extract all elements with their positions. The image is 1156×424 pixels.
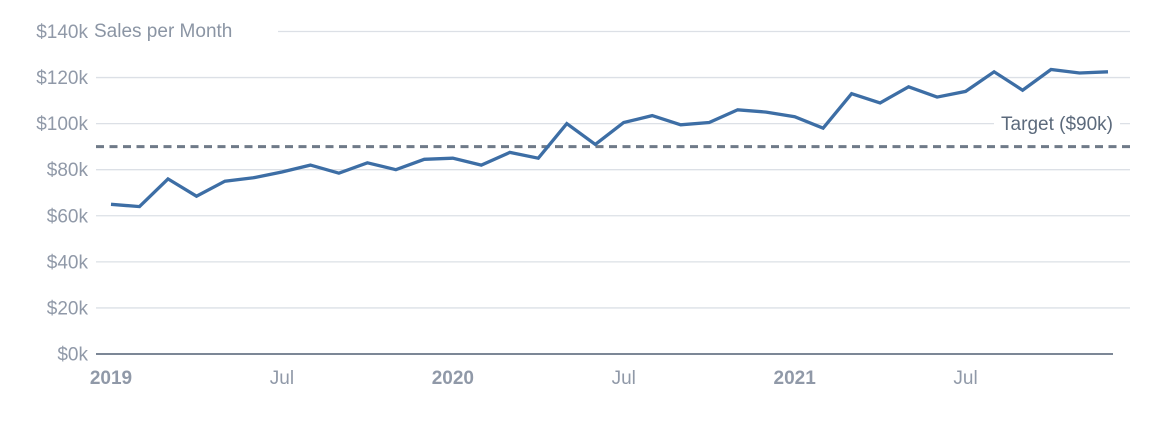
y-tick-label-100k: $100k xyxy=(36,114,88,135)
y-tick-label-20k: $20k xyxy=(47,298,89,319)
x-tick-label-2019-01: 2019 xyxy=(90,368,132,389)
x-tick-label-2021-01: 2021 xyxy=(774,368,817,389)
y-gridlines xyxy=(96,30,1130,355)
y-tick-label-60k: $60k xyxy=(47,206,89,227)
y-axis-labels: $0k $20k $40k $60k $80k $100k $120k $140k xyxy=(36,22,88,366)
y-tick-label-0k: $0k xyxy=(57,345,88,366)
y-tick-label-120k: $120k xyxy=(36,68,88,89)
series-line-group xyxy=(110,67,1109,209)
x-tick-label-2021-07: Jul xyxy=(953,368,977,389)
y-tick-label-80k: $80k xyxy=(47,160,89,181)
sales-series-line xyxy=(110,67,1109,209)
y-tick-label-40k: $40k xyxy=(47,252,89,273)
x-tick-label-2020-01: 2020 xyxy=(432,368,474,389)
target-line-label: Target ($90k) xyxy=(994,113,1120,136)
chart-title: Sales per Month xyxy=(94,20,247,43)
y-tick-label-140k: $140k xyxy=(36,22,88,43)
x-axis-labels: 2019 Jul 2020 Jul 2021 Jul xyxy=(90,368,978,389)
x-tick-label-2019-07: Jul xyxy=(270,368,294,389)
x-tick-label-2020-07: Jul xyxy=(612,368,636,389)
